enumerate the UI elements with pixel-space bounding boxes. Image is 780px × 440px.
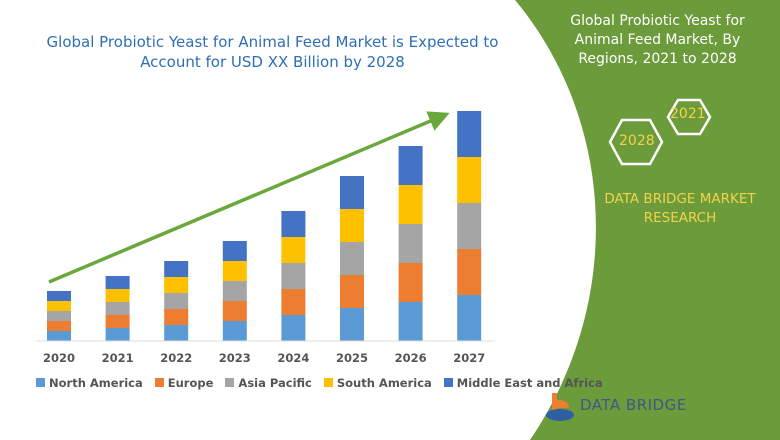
bar-segment [340, 209, 364, 242]
bar-segment [222, 241, 247, 261]
green-panel [515, 0, 780, 440]
legend-swatch [154, 378, 164, 387]
bar-segment [47, 311, 71, 321]
x-tick-label: 2026 [395, 351, 427, 365]
bar-segment [47, 301, 71, 311]
bar-segment [222, 281, 247, 301]
bar-segment [105, 302, 130, 315]
bar-segment [222, 261, 247, 281]
bar-segment [340, 308, 364, 341]
x-tick-label: 2024 [277, 351, 309, 365]
legend-label: Asia Pacific [238, 376, 312, 390]
x-tick-label: 2020 [43, 351, 75, 365]
bar-segment [398, 146, 423, 185]
bar-segment [105, 289, 130, 302]
bar-segment [164, 325, 189, 341]
bar-segment [340, 242, 364, 275]
hexagon-2028 [608, 118, 664, 166]
hex-label-2021: 2021 [670, 106, 706, 122]
bar-segment [281, 315, 306, 341]
page-title: Global Probiotic Yeast for Animal Feed M… [46, 33, 499, 71]
legend-label: Europe [167, 376, 214, 390]
x-tick-label: 2025 [336, 351, 368, 365]
legend-swatch [323, 378, 333, 387]
bar-segment [457, 249, 482, 295]
brand-text: DATA BRIDGE MARKET RESEARCH [604, 191, 756, 226]
logo-text: DATA BRIDGE [580, 396, 687, 414]
legend-item: Europe [154, 376, 214, 390]
trend-arrow [48, 111, 450, 284]
legend-label: South America [336, 376, 432, 390]
bar-segment [222, 301, 247, 321]
bar-segment [222, 321, 247, 341]
bar-segment [457, 203, 482, 249]
bar-segment [105, 315, 130, 328]
legend-label: North America [49, 376, 143, 390]
legend-item: North America [36, 376, 143, 390]
legend-swatch [443, 378, 453, 387]
bar-segment [164, 261, 189, 277]
bar-segment [457, 111, 482, 157]
legend-swatch [225, 378, 235, 387]
hexagon-2021 [666, 98, 712, 136]
hex-label-2028: 2028 [619, 133, 655, 149]
bar-segment [105, 328, 130, 341]
bar-segment [340, 176, 364, 209]
bar-segment [281, 289, 306, 315]
legend-item: South America [323, 376, 432, 390]
bar-segment [164, 309, 189, 325]
legend-item: Asia Pacific [225, 376, 312, 390]
bar-segment [105, 276, 130, 289]
bar-segment [457, 295, 482, 341]
bar-segment [398, 224, 423, 263]
legend-label: Middle East and Africa [456, 376, 603, 390]
x-tick-label: 2022 [160, 351, 192, 365]
x-tick-label: 2021 [102, 351, 134, 365]
bar-segment [340, 275, 364, 308]
bar-segment [281, 211, 306, 237]
legend: North America Europe Asia Pacific South Ame… [36, 376, 603, 390]
bar-segment [47, 331, 71, 341]
bar-segment [398, 185, 423, 224]
logo-mark [546, 393, 574, 421]
bar-segment [47, 321, 71, 331]
bar-segment [457, 157, 482, 203]
bar-segment [281, 237, 306, 263]
bar-segment [164, 277, 189, 293]
legend-item: Middle East and Africa [443, 376, 603, 390]
x-tick-label: 2023 [219, 351, 251, 365]
bar-segment [398, 263, 423, 302]
bar-segment [164, 293, 189, 309]
bar-segment [281, 263, 306, 289]
x-tick-label: 2027 [453, 351, 485, 365]
legend-swatch [36, 378, 45, 387]
bar-segment [47, 291, 71, 301]
bar-segment [398, 302, 423, 341]
panel-title: Global Probiotic Yeast for Animal Feed M… [570, 13, 745, 67]
